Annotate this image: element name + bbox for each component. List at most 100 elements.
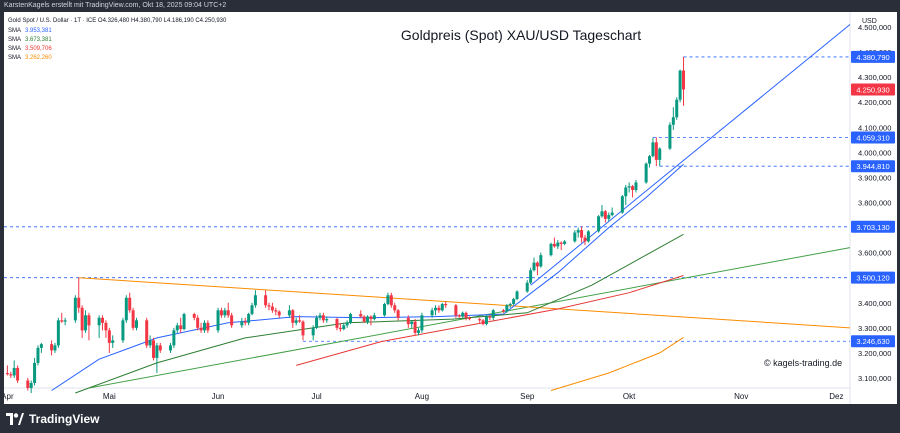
candle-body[interactable] bbox=[678, 70, 682, 100]
candle-body[interactable] bbox=[467, 317, 471, 320]
candle-body[interactable] bbox=[648, 156, 652, 164]
chart-svg[interactable]: USD 3.100,000 3.200,000 3.300,000 3.400,000 3… bbox=[4, 12, 897, 404]
candle-body[interactable] bbox=[240, 321, 244, 326]
candle-body[interactable] bbox=[620, 196, 624, 213]
sma-line[interactable] bbox=[550, 336, 684, 391]
candle-body[interactable] bbox=[539, 255, 543, 267]
candle-body[interactable] bbox=[111, 340, 115, 343]
candle-body[interactable] bbox=[264, 295, 268, 306]
candle-body[interactable] bbox=[97, 317, 101, 326]
trendline-falling-resistance[interactable] bbox=[78, 277, 851, 329]
candle-body[interactable] bbox=[77, 297, 81, 308]
candle-body[interactable] bbox=[243, 321, 247, 323]
candle-body[interactable] bbox=[53, 345, 57, 351]
candle-body[interactable] bbox=[573, 232, 577, 242]
candle-body[interactable] bbox=[12, 367, 16, 376]
candle-body[interactable] bbox=[396, 310, 400, 318]
candle-body[interactable] bbox=[131, 310, 135, 328]
candle-body[interactable] bbox=[196, 317, 200, 328]
candle-body[interactable] bbox=[192, 314, 196, 318]
candle-body[interactable] bbox=[444, 304, 448, 306]
candle-body[interactable] bbox=[274, 310, 278, 312]
candle-body[interactable] bbox=[223, 310, 227, 316]
candle-body[interactable] bbox=[654, 142, 658, 160]
candle-body[interactable] bbox=[417, 330, 421, 333]
candle-body[interactable] bbox=[226, 310, 230, 316]
candle-body[interactable] bbox=[301, 321, 305, 336]
candle-body[interactable] bbox=[556, 242, 560, 247]
candle-body[interactable] bbox=[464, 312, 468, 318]
candle-body[interactable] bbox=[338, 327, 342, 330]
candle-body[interactable] bbox=[104, 322, 108, 331]
candle-body[interactable] bbox=[179, 325, 183, 330]
price-label-box[interactable] bbox=[851, 335, 895, 348]
candle-body[interactable] bbox=[586, 231, 590, 242]
candle-body[interactable] bbox=[369, 316, 373, 320]
price-label-box[interactable] bbox=[851, 271, 895, 284]
price-label-box[interactable] bbox=[851, 131, 895, 144]
candle-body[interactable] bbox=[253, 295, 257, 306]
candle-body[interactable] bbox=[433, 307, 437, 311]
candle-body[interactable] bbox=[318, 315, 322, 318]
candle-body[interactable] bbox=[16, 367, 20, 381]
candle-body[interactable] bbox=[366, 316, 370, 322]
candle-body[interactable] bbox=[675, 99, 679, 118]
candle-body[interactable] bbox=[36, 347, 40, 363]
candle-body[interactable] bbox=[372, 315, 376, 320]
candle-body[interactable] bbox=[437, 307, 441, 311]
candle-body[interactable] bbox=[549, 243, 553, 256]
candle-body[interactable] bbox=[315, 317, 319, 328]
candle-body[interactable] bbox=[345, 322, 349, 326]
candle-body[interactable] bbox=[202, 322, 206, 331]
candle-body[interactable] bbox=[535, 262, 539, 267]
candle-body[interactable] bbox=[247, 314, 251, 323]
candle-body[interactable] bbox=[9, 374, 13, 376]
candle-body[interactable] bbox=[600, 211, 604, 217]
candle-body[interactable] bbox=[182, 314, 186, 330]
price-label-box[interactable] bbox=[851, 160, 895, 173]
candle-body[interactable] bbox=[488, 316, 492, 318]
candle-body[interactable] bbox=[393, 305, 397, 311]
candle-body[interactable] bbox=[440, 304, 444, 311]
candle-body[interactable] bbox=[644, 163, 648, 183]
candle-body[interactable] bbox=[148, 340, 152, 346]
candle-body[interactable] bbox=[491, 310, 495, 318]
candle-body[interactable] bbox=[651, 142, 655, 157]
candle-body[interactable] bbox=[386, 295, 390, 305]
candle-body[interactable] bbox=[362, 316, 366, 322]
candle-body[interactable] bbox=[39, 344, 43, 348]
price-label-box[interactable] bbox=[851, 50, 895, 63]
candle-body[interactable] bbox=[525, 282, 529, 292]
sma-line[interactable] bbox=[75, 233, 684, 394]
candle-body[interactable] bbox=[151, 340, 155, 358]
price-label-box[interactable] bbox=[851, 83, 895, 96]
candle-body[interactable] bbox=[457, 315, 461, 317]
candle-body[interactable] bbox=[532, 262, 536, 271]
candle-body[interactable] bbox=[671, 117, 675, 125]
candle-body[interactable] bbox=[135, 320, 139, 328]
trendline-upper-channel[interactable] bbox=[530, 24, 851, 286]
candle-body[interactable] bbox=[128, 297, 132, 311]
candle-body[interactable] bbox=[349, 314, 353, 323]
candle-body[interactable] bbox=[325, 319, 329, 321]
candle-body[interactable] bbox=[359, 314, 363, 317]
candle-body[interactable] bbox=[63, 320, 67, 322]
candle-body[interactable] bbox=[515, 291, 519, 300]
candle-body[interactable] bbox=[250, 305, 254, 315]
candle-body[interactable] bbox=[107, 330, 111, 343]
candle-body[interactable] bbox=[668, 124, 672, 149]
candle-body[interactable] bbox=[216, 310, 220, 331]
candle-body[interactable] bbox=[158, 345, 162, 351]
candle-body[interactable] bbox=[597, 216, 601, 232]
candle-body[interactable] bbox=[124, 297, 128, 321]
candle-body[interactable] bbox=[101, 317, 105, 323]
tradingview-logo[interactable]: TradingView bbox=[6, 412, 99, 426]
candle-body[interactable] bbox=[583, 237, 587, 242]
candle-body[interactable] bbox=[145, 320, 149, 346]
candle-body[interactable] bbox=[172, 330, 176, 346]
candle-body[interactable] bbox=[230, 315, 234, 326]
candle-body[interactable] bbox=[512, 299, 516, 305]
candle-body[interactable] bbox=[501, 310, 505, 312]
candle-body[interactable] bbox=[454, 305, 458, 316]
candle-body[interactable] bbox=[627, 186, 631, 188]
